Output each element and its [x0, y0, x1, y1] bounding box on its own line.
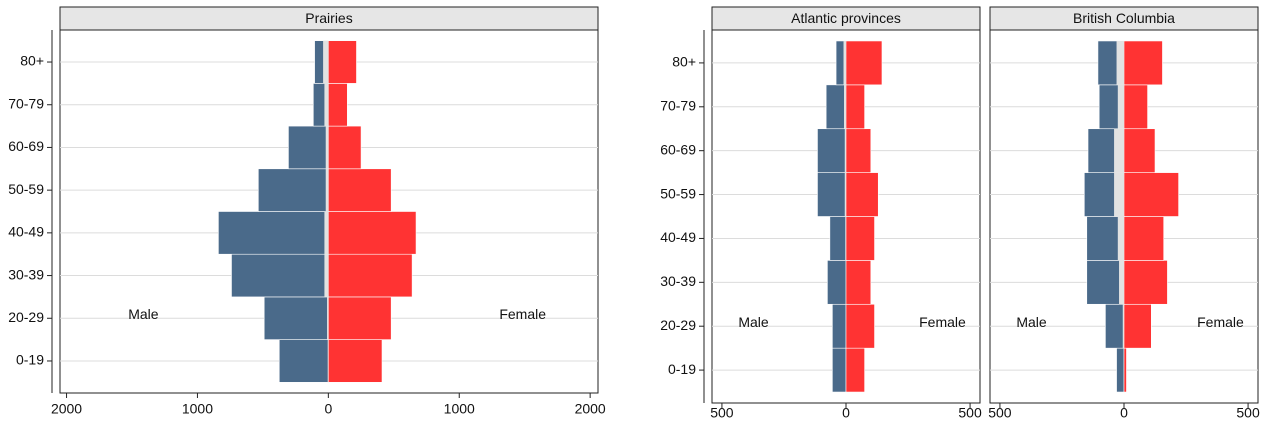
y-tick-label: 40-49 — [8, 224, 44, 240]
bar — [1123, 216, 1165, 261]
bar — [1123, 260, 1168, 305]
center-bar — [845, 216, 846, 261]
bar — [832, 303, 847, 349]
bar — [827, 260, 847, 305]
y-tick-label: 80+ — [20, 53, 44, 69]
bar — [1116, 347, 1125, 393]
center-bar — [1117, 216, 1124, 261]
center-bar — [844, 172, 846, 217]
y-tick-label: 0-19 — [668, 361, 696, 377]
center-bar — [1122, 304, 1124, 349]
center-bar — [325, 126, 329, 169]
series-label: Female — [499, 306, 546, 322]
center-bar — [324, 83, 329, 127]
center-bar — [325, 168, 329, 212]
center-bar — [844, 128, 846, 173]
panel-title: British Columbia — [1073, 10, 1175, 26]
bar — [328, 40, 357, 84]
bar — [278, 339, 329, 383]
x-tick-label: 500 — [988, 405, 1012, 421]
bar — [845, 84, 865, 130]
bar — [817, 128, 847, 173]
bar — [845, 303, 875, 349]
bar — [1123, 84, 1148, 130]
x-tick-label: 1000 — [444, 401, 475, 417]
bar — [1123, 40, 1163, 86]
bar — [288, 125, 329, 170]
panel-title: Prairies — [305, 10, 352, 26]
bar — [328, 168, 392, 212]
series-label: Male — [128, 306, 159, 322]
y-tick-label: 50-59 — [660, 185, 696, 201]
bar — [328, 296, 392, 340]
y-tick-label: 70-79 — [8, 95, 44, 111]
center-bar — [324, 254, 329, 297]
y-tick-label: 30-39 — [660, 273, 696, 289]
bar — [328, 211, 417, 255]
series-label: Female — [919, 314, 966, 330]
panel-title: Atlantic provinces — [791, 10, 901, 26]
series-label: Male — [1016, 314, 1047, 330]
y-tick-label: 60-69 — [8, 138, 44, 154]
bar — [263, 296, 329, 340]
bar — [1123, 128, 1156, 173]
bar — [218, 211, 329, 255]
center-bar — [327, 296, 329, 340]
bar — [231, 253, 329, 298]
bar — [829, 216, 847, 261]
series-label: Male — [738, 314, 769, 330]
bar — [328, 339, 383, 383]
y-tick-label: 30-39 — [8, 266, 44, 282]
center-bar — [844, 84, 846, 129]
y-tick-label: 20-29 — [660, 317, 696, 333]
bar — [1105, 303, 1125, 349]
x-tick-label: 2000 — [51, 401, 82, 417]
bar — [845, 216, 875, 261]
bar — [845, 347, 865, 393]
bar — [258, 168, 329, 212]
bar — [817, 172, 847, 217]
x-tick-label: 0 — [324, 401, 332, 417]
center-bar — [1114, 128, 1124, 173]
x-tick-label: 500 — [958, 405, 982, 421]
bar — [328, 125, 362, 170]
y-tick-label: 20-29 — [8, 309, 44, 325]
center-bar — [327, 339, 329, 383]
center-bar — [843, 40, 846, 85]
y-tick-label: 80+ — [672, 54, 696, 70]
bar — [1123, 172, 1179, 217]
bar — [825, 84, 847, 130]
bar — [1123, 347, 1127, 393]
center-bar — [324, 211, 329, 255]
x-tick-label: 0 — [1120, 405, 1128, 421]
center-bar — [1116, 40, 1124, 85]
x-tick-label: 500 — [1236, 405, 1260, 421]
bar — [845, 40, 883, 86]
bar — [845, 172, 879, 217]
x-tick-label: 0 — [842, 405, 850, 421]
y-tick-label: 40-49 — [660, 229, 696, 245]
bar — [845, 260, 872, 305]
bar — [1086, 260, 1125, 305]
bar — [328, 253, 413, 298]
x-tick-label: 500 — [710, 405, 734, 421]
center-bar — [1119, 260, 1124, 305]
x-tick-label: 1000 — [182, 401, 213, 417]
bar — [328, 83, 348, 127]
center-bar — [1117, 84, 1124, 129]
bar — [1123, 303, 1152, 349]
series-label: Female — [1197, 314, 1244, 330]
center-bar — [323, 40, 329, 84]
x-tick-label: 2000 — [575, 401, 606, 417]
center-bar — [1114, 172, 1124, 217]
bar — [832, 347, 847, 393]
y-tick-label: 0-19 — [16, 352, 44, 368]
bar — [845, 128, 872, 173]
y-tick-label: 50-59 — [8, 181, 44, 197]
y-tick-label: 60-69 — [660, 141, 696, 157]
y-tick-label: 70-79 — [660, 97, 696, 113]
